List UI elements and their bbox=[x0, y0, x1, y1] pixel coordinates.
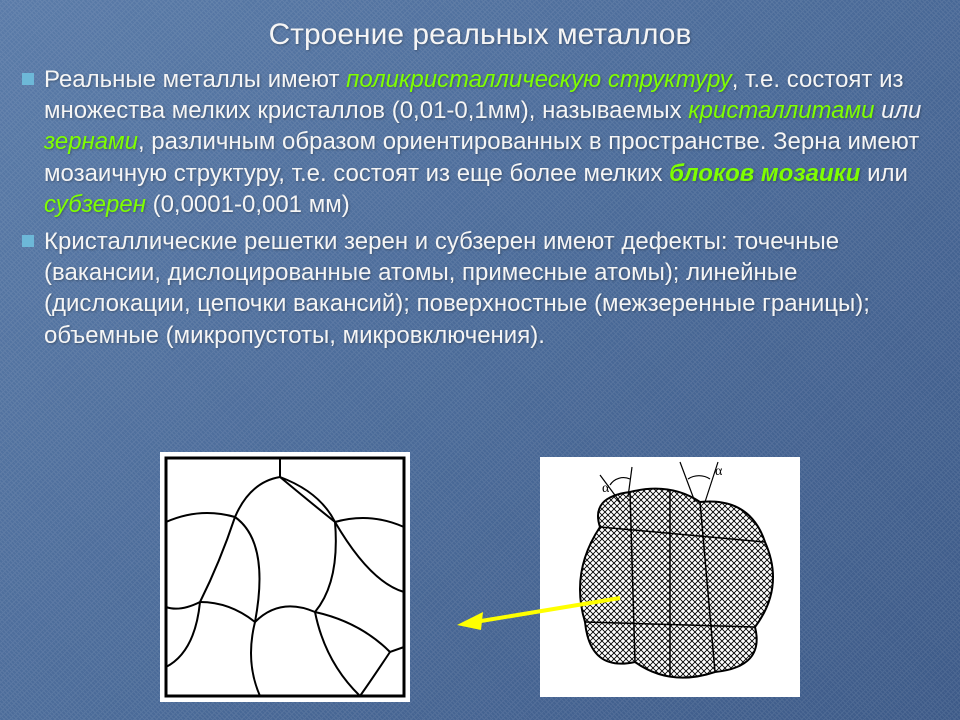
figure-polycrystal bbox=[160, 452, 410, 702]
bullet-list: Реальные металлы имеют поликристаллическ… bbox=[20, 64, 940, 351]
bullet-text: Реальные металлы имеют поликристаллическ… bbox=[44, 64, 940, 220]
angle-label-left: α bbox=[602, 481, 610, 496]
bullet-item: Реальные металлы имеют поликристаллическ… bbox=[20, 64, 940, 220]
figures-row: α α bbox=[0, 452, 960, 702]
bullet-marker-icon bbox=[22, 235, 34, 247]
bullet-item: Кристаллические решетки зерен и субзерен… bbox=[20, 226, 940, 351]
figure-subgrain: α α bbox=[540, 457, 800, 697]
bullet-marker-icon bbox=[22, 73, 34, 85]
bullet-text: Кристаллические решетки зерен и субзерен… bbox=[44, 226, 940, 351]
slide: Строение реальных металлов Реальные мета… bbox=[0, 0, 960, 720]
slide-title: Строение реальных металлов bbox=[20, 18, 940, 52]
angle-label-right: α bbox=[715, 464, 723, 479]
